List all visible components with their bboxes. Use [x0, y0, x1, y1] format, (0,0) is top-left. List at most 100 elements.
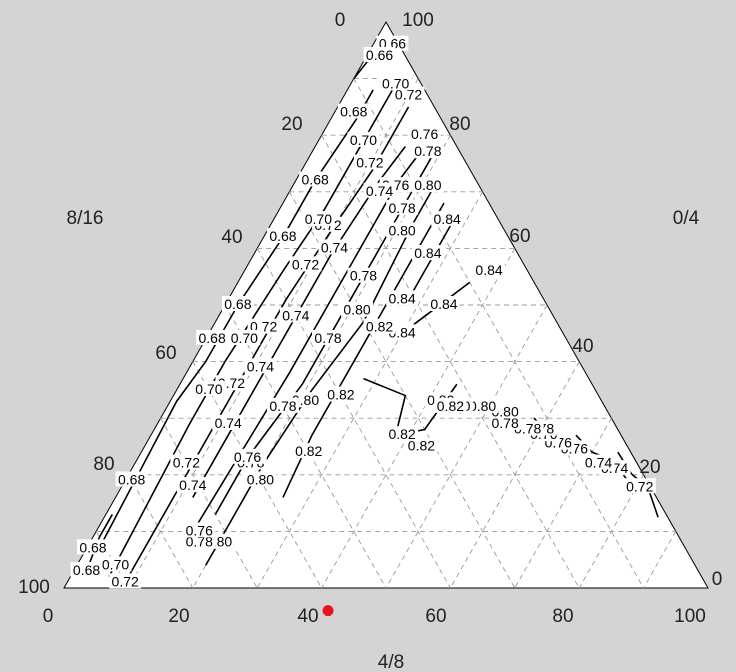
contour-label-0-68-5: 0.68 [118, 471, 145, 487]
contour-label-bg [292, 443, 325, 459]
contour-label-0-76-2: 0.76 [234, 449, 261, 465]
bottom-tick-0: 0 [43, 606, 54, 627]
contour-label-0-74-4: 0.74 [215, 415, 242, 431]
contour-label-bg [386, 199, 419, 215]
contour-label-0-68-1: 0.68 [73, 562, 100, 578]
contour-label-bg [353, 154, 386, 170]
contour-label-0-80-2: 0.80 [343, 302, 370, 318]
contour-label-bg [466, 397, 499, 413]
highlight-marker[interactable] [322, 605, 334, 617]
contour-label-bg [109, 573, 142, 589]
contour-label-0-78-6: 0.78 [186, 534, 213, 550]
contour-label-0-84-1: 0.84 [430, 296, 457, 312]
contour-label-bg [386, 222, 419, 238]
plot-area: 0.720.740.740.760.760.760.780.780.780.80… [63, 20, 709, 617]
contour-label-0-82-3: 0.82 [327, 387, 354, 403]
contour-label-bg [70, 562, 103, 578]
contour-label-bg [427, 296, 460, 311]
right-tick-60: 60 [509, 226, 530, 247]
contour-label-0-76-0: 0.76 [411, 126, 438, 142]
contour-label-0-84-2: 0.84 [388, 290, 415, 306]
axis-labels: 8/16 0/4 4/8 [67, 208, 700, 672]
contour-label-bg [212, 414, 245, 430]
contour-label-bg [196, 329, 229, 345]
contour-label-0-72-7: 0.72 [112, 573, 139, 589]
contour-label-bg [266, 397, 299, 413]
contour-label-0-74-5: 0.74 [179, 477, 206, 493]
contour-label-0-78-3: 0.78 [314, 330, 341, 346]
contour-0-68-15 [95, 89, 374, 555]
contour-label-0-80-1: 0.80 [388, 222, 415, 238]
contour-label-0-70-5: 0.70 [102, 556, 129, 572]
left-tick-60: 60 [155, 343, 176, 364]
contour-label-0-72-0: 0.72 [395, 87, 422, 103]
contour-label-0-84-1: 0.84 [414, 245, 441, 261]
contour-label-bg [115, 471, 148, 487]
contour-label-bg [228, 329, 261, 345]
contour-label-0-82-1: 0.82 [295, 443, 322, 459]
bottom-tick-20: 20 [168, 606, 189, 627]
contour-label-bg [434, 397, 467, 413]
gridline-bottom-60 [450, 361, 580, 589]
contour-label-bg [379, 75, 412, 91]
contour-label-0-82-1: 0.82 [408, 438, 435, 454]
contour-label-0-68-4: 0.68 [198, 330, 225, 346]
contour-label-0-70-1: 0.70 [350, 132, 377, 148]
contour-labels: 0.720.740.740.760.760.760.780.780.780.80… [70, 35, 656, 589]
contour-label-0-70-3: 0.70 [231, 330, 258, 346]
contour-label-bg [221, 296, 254, 311]
contour-label-0-74-2: 0.74 [282, 307, 309, 323]
contour-label-bg [489, 414, 522, 430]
contour-label-0-76-3: 0.76 [186, 522, 213, 538]
contour-label-bg [363, 182, 396, 198]
contour-label-bg [386, 290, 419, 306]
left-tick-80: 80 [93, 454, 114, 475]
contour-label-bg [183, 522, 216, 538]
gridline-bottom-40 [321, 248, 516, 589]
contour-label-bg [266, 228, 299, 244]
contour-label-bg [411, 143, 444, 159]
gridline-left-20 [321, 134, 580, 589]
contour-0-74-12 [192, 146, 406, 498]
bottom-axis-label: 4/8 [378, 652, 404, 672]
contour-label-0-70-4: 0.70 [195, 381, 222, 397]
contour-0-76-11 [188, 146, 426, 538]
contour-label-bg [376, 35, 409, 51]
contour-label-0-74-0: 0.74 [366, 183, 393, 199]
bottom-tick-80: 80 [552, 606, 573, 627]
contour-label-0-80-0: 0.80 [414, 177, 441, 193]
contour-label-bg [76, 539, 109, 555]
gridline-left-30 [289, 191, 516, 589]
contour-label-0-72-6: 0.72 [173, 454, 200, 470]
contour-label-bg [347, 131, 380, 147]
contour-label-0-68-3: 0.68 [224, 296, 251, 312]
contour-label-0-82-0: 0.82 [366, 319, 393, 335]
contour-label-bg [302, 211, 335, 227]
contour-label-bg [386, 426, 419, 442]
contour-label-bg [183, 533, 216, 549]
contour-label-bg [405, 437, 438, 453]
contour-label-0-74-1: 0.74 [321, 239, 348, 255]
contour-label-0-82-0: 0.82 [437, 398, 464, 414]
right-tick-20: 20 [639, 457, 660, 478]
contour-label-bg [347, 267, 380, 283]
contour-label-0-78-1: 0.78 [388, 200, 415, 216]
contour-label-0-82-2: 0.82 [388, 426, 415, 442]
contour-label-0-68-1: 0.68 [302, 171, 329, 187]
bottom-tick-40: 40 [297, 606, 318, 627]
contour-label-bg [247, 318, 280, 334]
contour-label-0-80-4: 0.80 [247, 471, 274, 487]
contour-label-0-84-0: 0.84 [434, 211, 461, 227]
contour-label-bg [299, 171, 332, 187]
contour-label-bg [363, 46, 396, 62]
contour-label-bg [473, 262, 506, 278]
contour-label-0-78-4: 0.78 [269, 398, 296, 414]
left-axis-label: 8/16 [67, 208, 104, 229]
gridlines [95, 78, 677, 589]
contour-0-68-17 [85, 514, 113, 572]
contour-label-bg [244, 471, 277, 487]
contour-label-bg [324, 386, 357, 402]
contour-label-bg [170, 454, 203, 470]
left-tick-40: 40 [221, 227, 242, 248]
